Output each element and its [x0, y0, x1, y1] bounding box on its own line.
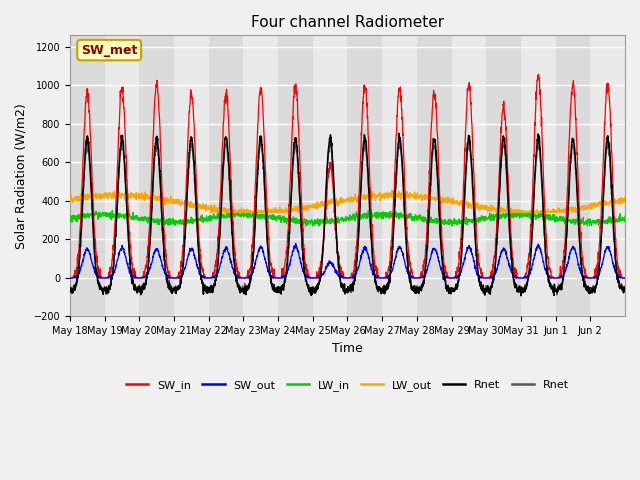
LW_out	[614, 198, 621, 204]
Rnet	[395, 131, 403, 136]
LW_out	[66, 198, 74, 204]
LW_out	[207, 210, 215, 216]
Bar	[382, 36, 417, 316]
Bar	[209, 36, 243, 316]
SW_out	[621, 275, 629, 281]
Bar	[278, 36, 313, 316]
LW_out	[515, 210, 523, 216]
Rnet	[614, 276, 621, 282]
LW_out	[388, 187, 396, 193]
Rnet	[66, 285, 74, 291]
LW_in	[614, 216, 621, 222]
Rnet	[122, 180, 129, 185]
SW_in	[614, 259, 621, 264]
Rnet	[621, 288, 629, 294]
Bar	[590, 36, 625, 316]
Bar	[313, 36, 348, 316]
Text: SW_met: SW_met	[81, 44, 138, 57]
Title: Four channel Radiometer: Four channel Radiometer	[251, 15, 444, 30]
Bar	[417, 36, 452, 316]
Line: SW_out: SW_out	[70, 243, 625, 278]
SW_out	[381, 275, 388, 281]
Line: Rnet: Rnet	[70, 133, 625, 296]
Legend: SW_in, SW_out, LW_in, LW_out, Rnet, Rnet: SW_in, SW_out, LW_in, LW_out, Rnet, Rnet	[122, 375, 573, 395]
LW_out	[122, 192, 129, 198]
Rnet	[395, 138, 403, 144]
LW_out	[381, 194, 388, 200]
Line: Rnet: Rnet	[70, 141, 625, 295]
SW_out	[122, 253, 129, 259]
SW_in	[381, 275, 388, 281]
SW_in	[122, 137, 129, 143]
Rnet	[122, 175, 129, 181]
LW_out	[621, 195, 629, 201]
SW_in	[534, 72, 542, 77]
Bar	[243, 36, 278, 316]
SW_in	[546, 266, 554, 272]
Bar	[452, 36, 486, 316]
SW_out	[614, 273, 621, 278]
Bar	[521, 36, 556, 316]
SW_in	[241, 275, 249, 281]
LW_in	[66, 215, 74, 220]
Rnet	[515, 283, 523, 288]
LW_out	[241, 210, 249, 216]
SW_out	[546, 275, 554, 281]
Rnet	[515, 289, 522, 295]
Rnet	[241, 284, 249, 289]
Rnet	[621, 287, 629, 292]
Y-axis label: Solar Radiation (W/m2): Solar Radiation (W/m2)	[15, 103, 28, 249]
Bar	[70, 36, 104, 316]
LW_in	[621, 213, 629, 219]
LW_in	[515, 212, 523, 218]
Rnet	[381, 290, 388, 296]
LW_in	[241, 212, 249, 218]
SW_out	[66, 275, 74, 281]
Bar	[174, 36, 209, 316]
Rnet	[547, 280, 554, 286]
LW_in	[109, 207, 116, 213]
SW_out	[292, 240, 300, 246]
X-axis label: Time: Time	[332, 342, 363, 355]
Bar	[348, 36, 382, 316]
Rnet	[241, 284, 249, 289]
Bar	[140, 36, 174, 316]
LW_in	[381, 210, 389, 216]
SW_in	[66, 275, 74, 281]
SW_in	[515, 275, 522, 281]
LW_in	[547, 215, 554, 220]
LW_out	[547, 210, 554, 216]
Rnet	[517, 293, 525, 299]
Rnet	[66, 283, 74, 289]
LW_in	[122, 214, 129, 220]
Rnet	[481, 292, 489, 298]
Line: SW_in: SW_in	[70, 74, 625, 278]
SW_in	[621, 275, 629, 281]
Rnet	[381, 291, 388, 297]
SW_out	[515, 275, 522, 281]
Line: LW_out: LW_out	[70, 190, 625, 213]
Line: LW_in: LW_in	[70, 210, 625, 226]
SW_out	[241, 275, 249, 281]
Bar	[104, 36, 140, 316]
Bar	[556, 36, 590, 316]
Rnet	[614, 275, 621, 281]
LW_in	[302, 223, 310, 229]
Bar	[486, 36, 521, 316]
Rnet	[547, 280, 554, 286]
